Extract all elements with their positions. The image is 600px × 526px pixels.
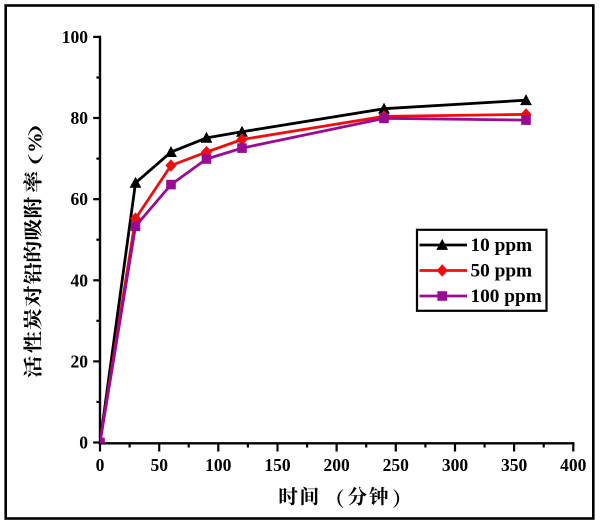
svg-text:%: % bbox=[25, 132, 47, 153]
svg-text:150: 150 bbox=[264, 455, 291, 475]
svg-text:10 ppm: 10 ppm bbox=[471, 235, 533, 256]
svg-text:100 ppm: 100 ppm bbox=[471, 286, 542, 307]
svg-text:50 ppm: 50 ppm bbox=[471, 261, 533, 282]
svg-text:100: 100 bbox=[62, 27, 89, 47]
svg-text:250: 250 bbox=[383, 455, 410, 475]
svg-text:20: 20 bbox=[71, 351, 89, 371]
svg-text:40: 40 bbox=[71, 270, 89, 290]
svg-text:50: 50 bbox=[150, 455, 168, 475]
svg-text:60: 60 bbox=[71, 189, 89, 209]
svg-text:200: 200 bbox=[323, 455, 350, 475]
svg-text:400: 400 bbox=[560, 455, 587, 475]
svg-text:300: 300 bbox=[442, 455, 469, 475]
svg-text:0: 0 bbox=[79, 433, 88, 453]
svg-text:80: 80 bbox=[71, 108, 89, 128]
svg-text:350: 350 bbox=[501, 455, 528, 475]
svg-text:100: 100 bbox=[205, 455, 232, 475]
svg-text:0: 0 bbox=[96, 455, 105, 475]
